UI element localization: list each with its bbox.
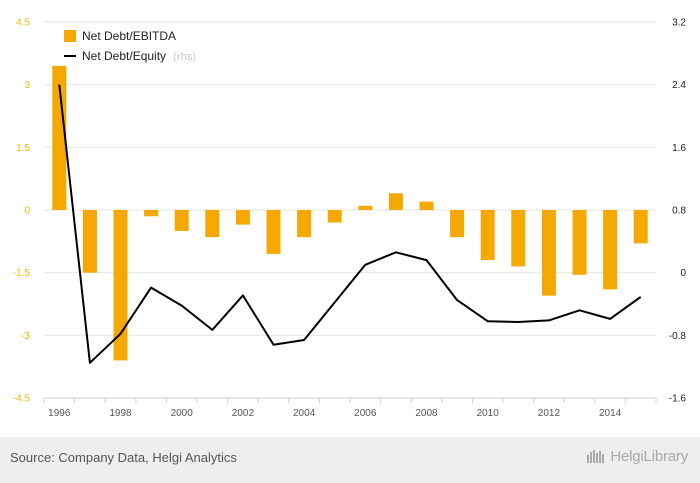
y-left-tick-label: 1.5 xyxy=(16,143,30,154)
bar xyxy=(511,210,526,267)
y-left-tick-label: 0 xyxy=(24,206,30,217)
line-path xyxy=(58,84,642,364)
x-tick-label: 2006 xyxy=(354,408,377,419)
legend-bar-label: Net Debt/EBITDA xyxy=(82,29,176,43)
bar xyxy=(297,210,312,238)
bar xyxy=(266,210,281,254)
x-tick-label: 2000 xyxy=(171,408,194,419)
bar xyxy=(480,210,495,261)
y-right-tick-label: -0.8 xyxy=(669,331,687,342)
bar xyxy=(327,210,342,223)
legend-line-label: Net Debt/Equity (rhs) xyxy=(82,49,196,63)
bar xyxy=(82,210,97,273)
y-axis-right: 3.2 2.4 1.6 0.8 0 -0.8 -1.6 xyxy=(669,18,687,405)
bar xyxy=(419,201,434,210)
line-series xyxy=(58,84,642,364)
y-left-tick-label: 4.5 xyxy=(16,18,30,29)
grid-lines xyxy=(44,21,656,399)
x-tick-label: 2010 xyxy=(477,408,500,419)
y-right-tick-label: -1.6 xyxy=(669,394,687,405)
legend: Net Debt/EBITDA Net Debt/Equity (rhs) xyxy=(64,29,196,63)
bar xyxy=(572,210,587,275)
x-axis: 1996 1998 2000 2002 2004 2006 2008 2010 2012 2014 xyxy=(43,397,657,419)
bar xyxy=(450,210,465,238)
bar xyxy=(235,210,250,225)
y-axis-left: 4.5 3 1.5 0 -1.5 -3 -4.5 xyxy=(13,18,31,405)
bar-series xyxy=(52,65,648,361)
y-left-tick-label: -1.5 xyxy=(13,268,31,279)
source-note: Source: Company Data, Helgi Analytics xyxy=(10,450,237,465)
x-tick-label: 1996 xyxy=(48,408,71,419)
bar xyxy=(603,210,618,290)
bar xyxy=(174,210,189,231)
brand-logo: HelgiLibrary xyxy=(586,448,688,465)
bar xyxy=(144,210,159,217)
bar xyxy=(52,65,67,210)
y-right-tick-label: 2.4 xyxy=(672,80,686,91)
y-right-tick-label: 1.6 xyxy=(672,143,686,154)
legend-line-suffix: (rhs) xyxy=(173,51,196,63)
brand-name: HelgiLibrary xyxy=(610,448,688,465)
y-left-tick-label: 3 xyxy=(24,80,30,91)
y-right-tick-label: 3.2 xyxy=(672,18,686,29)
helgi-library-icon xyxy=(587,450,605,463)
x-tick-label: 2012 xyxy=(538,408,561,419)
x-tick-label: 1998 xyxy=(109,408,132,419)
x-tick-label: 2002 xyxy=(232,408,255,419)
y-right-tick-label: 0 xyxy=(680,268,686,279)
y-left-tick-label: -4.5 xyxy=(13,394,31,405)
footer xyxy=(0,437,700,483)
bar xyxy=(633,210,648,244)
x-tick-label: 2004 xyxy=(293,408,316,419)
bar xyxy=(358,205,373,210)
bar xyxy=(205,210,220,238)
legend-bar-swatch xyxy=(64,30,76,42)
bar xyxy=(113,210,128,361)
y-right-tick-label: 0.8 xyxy=(672,206,686,217)
x-tick-label: 2008 xyxy=(415,408,438,419)
chart: 1996 1998 2000 2002 2004 2006 2008 2010 2012 2014… xyxy=(13,18,687,420)
y-left-tick-label: -3 xyxy=(21,331,30,342)
legend-line-name: Net Debt/Equity xyxy=(82,49,166,63)
bar xyxy=(388,193,403,210)
bar xyxy=(541,210,556,296)
x-tick-label: 2014 xyxy=(599,408,622,419)
